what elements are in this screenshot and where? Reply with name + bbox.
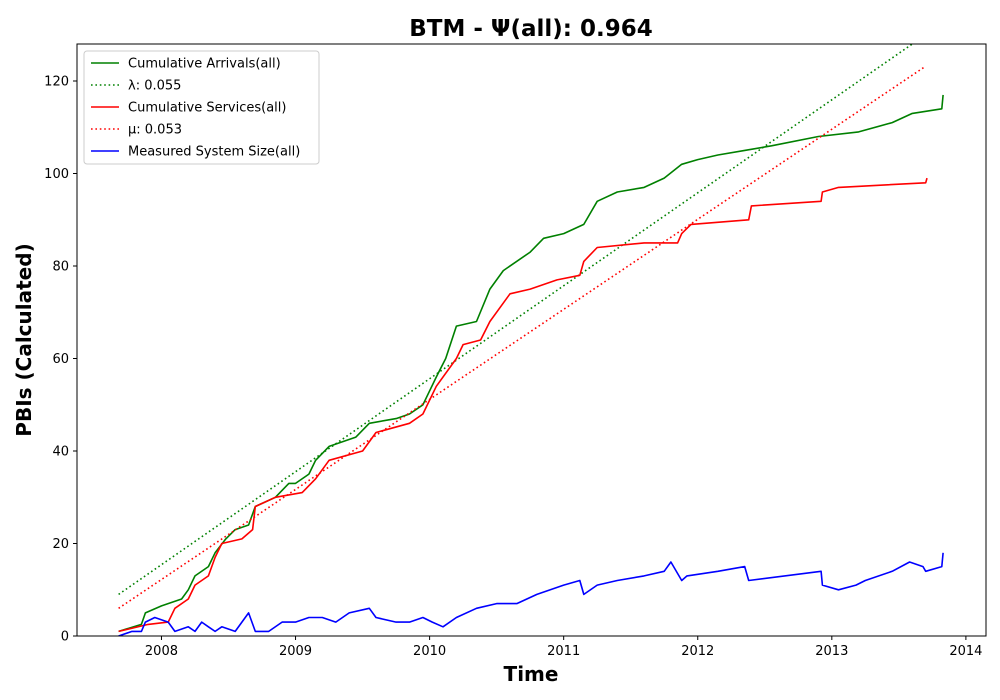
series-line-3: [118, 66, 925, 609]
x-tick-label: 2014: [949, 644, 982, 659]
x-tick-label: 2012: [681, 644, 714, 659]
x-tick-label: 2011: [547, 644, 580, 659]
ticks-layer: 2008 2009 2010 2011 2012 2013 2014 0 20 40 60 80 100…: [44, 75, 982, 660]
legend-label-1: λ: 0.055: [128, 79, 181, 94]
y-tick-label: 60: [52, 352, 69, 367]
legend-label-3: μ: 0.053: [128, 123, 182, 138]
x-tick-label: 2008: [145, 644, 178, 659]
series-line-0: [118, 94, 944, 633]
legend: Cumulative Arrivals(all) λ: 0.055 Cumulati…: [83, 50, 320, 165]
series-line-2: [118, 177, 928, 633]
x-tick-label: 2010: [413, 644, 446, 659]
legend-label-4: Measured System Size(all): [128, 145, 300, 160]
y-tick-label: 40: [52, 445, 69, 460]
y-tick-label: 0: [61, 630, 69, 645]
x-axis-title: Time: [504, 662, 559, 686]
x-tick-label: 2009: [279, 644, 312, 659]
legend-label-0: Cumulative Arrivals(all): [128, 57, 281, 72]
y-tick-label: 100: [44, 167, 69, 182]
chart-title: BTM - Ψ(all): 0.964: [409, 16, 652, 42]
y-tick-label: 80: [52, 260, 69, 275]
series-line-4: [118, 552, 944, 636]
legend-box: [83, 50, 320, 165]
legend-label-2: Cumulative Services(all): [128, 101, 286, 116]
plot-frame: [76, 43, 987, 637]
y-axis-title: PBIs (Calculated): [12, 243, 36, 436]
x-tick-label: 2013: [815, 644, 848, 659]
series-layer: [118, 44, 944, 636]
y-tick-label: 20: [52, 537, 69, 552]
y-tick-label: 120: [44, 75, 69, 90]
